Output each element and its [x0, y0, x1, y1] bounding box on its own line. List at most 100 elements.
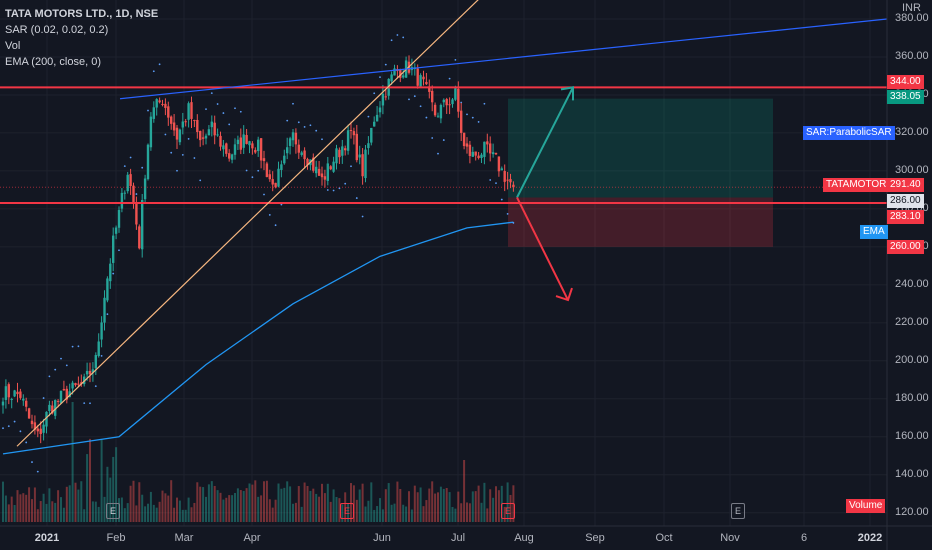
time-axis-label: Apr: [243, 532, 261, 544]
candle-body: [306, 158, 309, 166]
sar-dot: [257, 169, 260, 172]
volume-bar: [138, 482, 141, 522]
price-tag-338: 338.05: [887, 90, 924, 104]
candle-body: [106, 278, 109, 301]
symbol-title[interactable]: TATA MOTORS LTD., 1D, NSE: [5, 8, 159, 20]
volume-bar: [129, 485, 132, 522]
up-arrow-head: [560, 86, 574, 101]
candle-body: [129, 174, 132, 187]
volume-bar: [123, 508, 126, 522]
price-axis-label: 140.00: [895, 467, 929, 480]
volume-bar: [335, 496, 338, 522]
candle-body: [83, 376, 86, 385]
candle-body: [13, 390, 16, 397]
earnings-event-4[interactable]: E: [731, 503, 745, 519]
candle-body: [497, 156, 501, 172]
earnings-event-3[interactable]: E: [501, 503, 515, 519]
volume-bar: [248, 483, 251, 522]
candle-body: [509, 179, 512, 183]
volume-bar: [149, 491, 152, 522]
ema-legend[interactable]: EMA (200, close, 0): [5, 56, 101, 68]
volume-bar: [19, 494, 22, 522]
candle-body: [402, 75, 405, 78]
volume-bar: [312, 488, 315, 522]
sar-dot: [361, 215, 364, 218]
candle-body: [355, 133, 358, 161]
candle-body: [225, 143, 228, 154]
volume-bar: [103, 496, 106, 522]
volume-bar: [361, 483, 364, 522]
volume-bar: [164, 493, 167, 522]
volume-bar: [7, 504, 10, 522]
sar-dot: [274, 224, 277, 227]
sar-dot: [245, 169, 248, 172]
candle-body: [27, 408, 31, 419]
candle-body: [262, 158, 266, 162]
candle-body: [312, 157, 315, 171]
volume-bar: [71, 402, 74, 522]
sar-legend[interactable]: SAR (0.02, 0.02, 0.2): [5, 24, 109, 36]
sar-dot: [152, 70, 155, 73]
sar-dot: [408, 98, 410, 101]
candle-body: [10, 398, 13, 400]
candle-body: [126, 174, 129, 192]
candle-body: [486, 141, 489, 145]
volume-bar: [396, 481, 399, 522]
sar-dot: [379, 76, 381, 79]
earnings-event-2[interactable]: E: [340, 503, 354, 519]
volume-bar: [292, 503, 294, 522]
sar-dot: [396, 34, 399, 36]
projection-arrows[interactable]: [516, 86, 574, 302]
volume-bar: [222, 499, 225, 522]
grid-lines: [0, 0, 887, 526]
sar-dot: [512, 222, 515, 224]
volume-bar: [25, 494, 28, 522]
volume-bar: [173, 507, 176, 522]
volume-bar: [51, 501, 54, 522]
volume-bar: [280, 488, 283, 522]
candle-body: [462, 132, 466, 147]
drawn-lines[interactable]: [0, 0, 888, 447]
volume-bar: [263, 481, 265, 522]
volume-bar: [2, 481, 4, 522]
down-arrow-shaft: [516, 197, 569, 301]
long-position-tool[interactable]: [508, 98, 773, 247]
volume-bar: [468, 503, 471, 522]
sar-dot: [419, 105, 422, 108]
candle-body: [56, 400, 60, 402]
earnings-event-1[interactable]: E: [106, 503, 120, 519]
candle-body: [100, 322, 103, 340]
candle-body: [428, 86, 431, 92]
volume-bar: [445, 487, 448, 522]
volume-bar: [97, 506, 100, 522]
sar-dot: [65, 364, 68, 367]
sar-dot: [210, 92, 213, 95]
vol-legend[interactable]: Vol: [5, 40, 21, 52]
candle-body: [201, 137, 205, 139]
candle-body: [141, 199, 144, 250]
volume-bar: [309, 490, 312, 522]
volume-bar: [294, 502, 297, 522]
price-axis-label: 220.00: [895, 315, 929, 328]
candle-body: [245, 134, 248, 144]
candle-body: [48, 404, 51, 411]
volume-bar: [83, 509, 86, 522]
candle-body: [103, 297, 106, 323]
volume-bar: [329, 501, 332, 522]
sar-dot: [413, 95, 416, 98]
volume-bar: [181, 509, 184, 522]
candles[interactable]: [1, 55, 515, 444]
volume-bar: [245, 488, 248, 522]
volume-bar: [486, 508, 489, 522]
volume-bar: [120, 497, 123, 522]
price-axis-label: 360.00: [895, 49, 929, 62]
symbol-series-label: TATAMOTORS: [823, 178, 897, 192]
volume-bar: [483, 482, 486, 522]
candle-body: [323, 176, 327, 180]
volume-bar: [62, 507, 65, 522]
candle-body: [74, 383, 77, 386]
volume-bar: [402, 504, 405, 522]
candle-body: [1, 401, 5, 406]
price-axis-label: 320.00: [895, 125, 929, 138]
